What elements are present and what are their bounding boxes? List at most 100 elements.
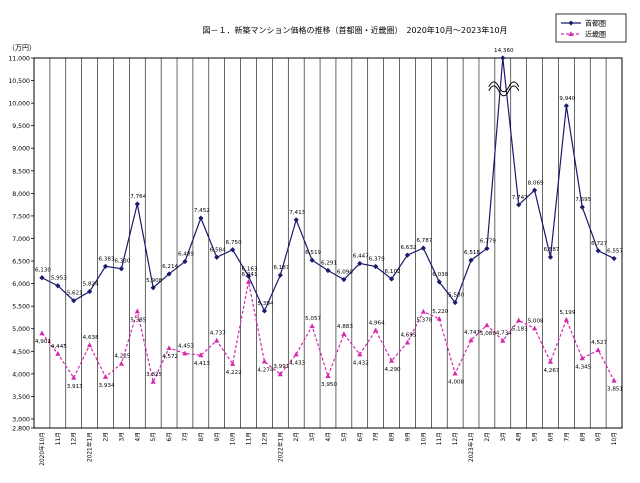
data-point: [436, 316, 442, 321]
y-tick-label: 11,000: [8, 56, 30, 63]
data-label: 6,489: [178, 252, 194, 258]
series-points: [39, 55, 617, 384]
data-label: 3,851: [607, 387, 623, 393]
data-point: [516, 202, 522, 208]
y-tick-label: 6,500: [12, 259, 30, 266]
data-label: 4,527: [591, 340, 607, 346]
data-point: [102, 263, 109, 269]
x-tick-label: 2月: [103, 432, 110, 442]
data-label: 6,214: [162, 264, 178, 270]
data-label: 4,734: [496, 331, 512, 337]
data-label: 5,080: [480, 331, 496, 337]
x-tick-label: 3月: [309, 432, 316, 442]
data-point: [357, 351, 363, 357]
data-label: 6,557: [607, 248, 623, 254]
x-tick-label: 12月: [452, 432, 459, 445]
x-tick-label: 3月: [500, 432, 507, 442]
data-label: 7,413: [289, 210, 305, 216]
legend-label: 首都圏: [585, 19, 606, 28]
data-point: [531, 325, 538, 331]
x-tick-label: 5月: [150, 432, 157, 442]
y-axis: 2,800 3,000 3,500 4,000 4,500 5,000 5,500 6,000…: [8, 56, 34, 433]
x-tick-label: 9月: [214, 432, 221, 442]
data-point: [547, 254, 554, 260]
data-label: 3,825: [146, 372, 162, 378]
data-point: [404, 252, 411, 258]
data-point: [182, 258, 188, 265]
axis-break-marker: [488, 81, 520, 97]
x-tick-label: 2020年10月: [38, 432, 46, 466]
x-tick-label: 3月: [118, 432, 125, 442]
x-tick-label: 5月: [341, 432, 348, 442]
y-tick-label: 9,000: [12, 146, 30, 153]
data-label: 5,394: [257, 301, 273, 307]
data-label: 6,587: [543, 247, 559, 253]
chart-title: 図－１．新築マンション価格の推移（首都圏・近畿圏） 2020年10月～2023年…: [202, 25, 507, 35]
data-point: [436, 279, 442, 285]
data-point: [245, 273, 252, 279]
y-tick-label: 4,500: [12, 349, 30, 356]
y-tick-label: 3,500: [12, 394, 30, 401]
data-label: 5,385: [130, 317, 146, 323]
data-label: 6,727: [591, 241, 607, 247]
data-point: [134, 201, 140, 207]
data-label: 4,883: [337, 324, 353, 330]
data-label: 6,779: [480, 238, 496, 244]
data-point: [230, 247, 236, 253]
data-label: 6,787: [416, 238, 432, 244]
x-tick-label: 10月: [230, 432, 237, 445]
data-point: [261, 308, 268, 314]
data-point: [341, 276, 347, 283]
data-label: 6,519: [305, 250, 321, 256]
data-point: [373, 263, 379, 270]
data-label: 4,345: [575, 364, 591, 370]
data-point: [420, 308, 426, 314]
x-axis: 2020年10月 11月 12月 2021年1月 2月 3月 4月 5月 6月 7月 8月 9月 10月…: [38, 432, 618, 466]
data-point: [39, 275, 45, 281]
data-point: [325, 373, 331, 379]
x-tick-label: 4月: [516, 432, 523, 442]
data-label: 6,038: [432, 272, 448, 278]
x-tick-label: 9月: [404, 432, 411, 442]
x-tick-label: 8月: [389, 432, 396, 442]
data-label: 6,518: [464, 250, 480, 256]
data-label: 6,750: [226, 240, 242, 246]
data-label: 5,824: [83, 282, 99, 288]
data-label: 4,290: [385, 367, 401, 373]
x-tick-label: 10月: [420, 432, 427, 445]
x-tick-label: 4月: [325, 432, 332, 442]
data-label: 4,572: [162, 354, 178, 360]
data-label: 4,695: [400, 332, 416, 338]
data-point: [595, 347, 601, 353]
data-point: [118, 266, 125, 272]
data-label: 5,908: [146, 278, 162, 284]
data-label: 4,445: [51, 344, 67, 350]
data-point: [468, 337, 474, 343]
data-point: [404, 339, 411, 345]
data-label: 4,737: [210, 331, 226, 337]
y-tick-label: 8,500: [12, 168, 30, 175]
data-label: 6,632: [400, 245, 416, 251]
data-point: [261, 358, 268, 364]
legend-marker: [568, 20, 574, 26]
data-point: [595, 248, 601, 254]
y-tick-label: 10,500: [8, 78, 30, 85]
y-tick-label: 5,500: [12, 304, 30, 311]
data-point: [611, 377, 617, 383]
data-point: [579, 204, 585, 210]
data-label: 14,360: [494, 48, 514, 54]
plot-area: [33, 57, 623, 429]
data-label: 4,901: [35, 339, 51, 345]
data-point: [531, 187, 538, 193]
data-label: 6,187: [273, 265, 289, 271]
data-label: 4,274: [257, 367, 273, 373]
data-point: [230, 361, 236, 366]
data-label: 5,199: [559, 310, 575, 316]
x-tick-label: 11月: [436, 432, 443, 445]
data-point: [55, 350, 61, 356]
x-tick-label: 11月: [246, 432, 253, 445]
data-point: [547, 359, 554, 364]
legend-label: 近畿圏: [585, 30, 606, 39]
